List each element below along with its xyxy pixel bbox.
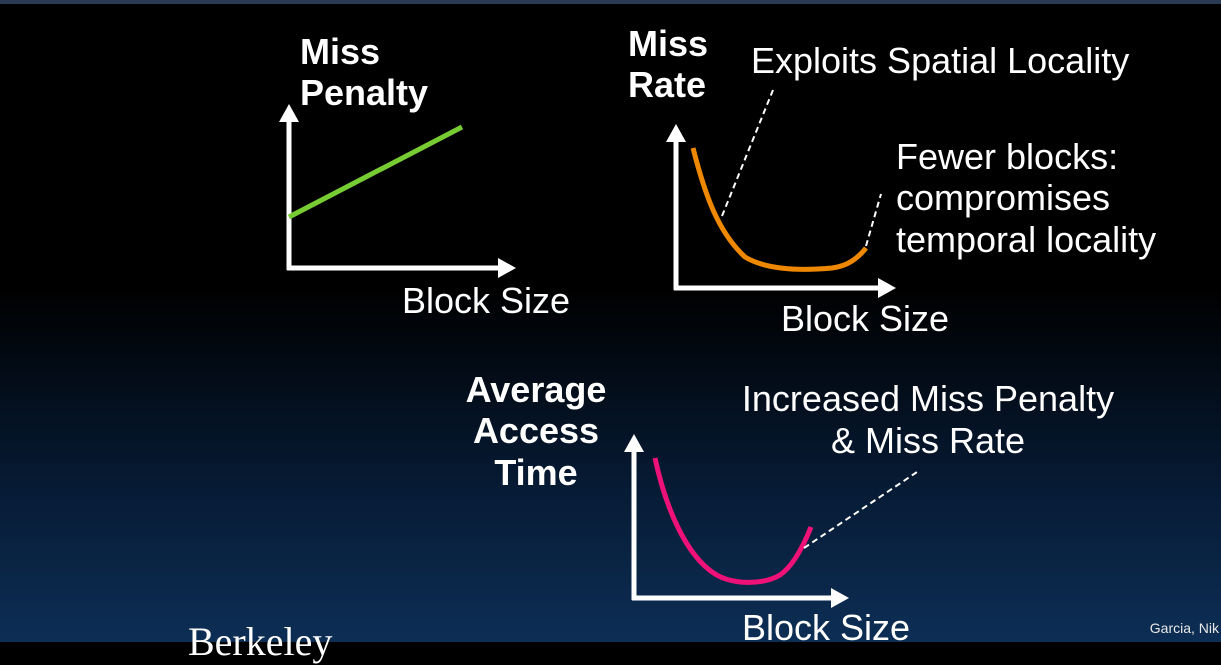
access-time-label-line1: Average	[465, 369, 607, 410]
access-time-x-label: Block Size	[742, 607, 911, 648]
miss-rate-y-arrowhead	[666, 124, 686, 142]
access-time-y-arrowhead	[624, 434, 644, 452]
diagram-canvas	[279, 89, 921, 608]
access-time-label-line3: Time	[494, 452, 578, 493]
miss-rate-x-arrowhead	[878, 278, 896, 298]
miss-penalty-plot	[279, 104, 516, 278]
access-time-label-line2: Access	[472, 410, 600, 451]
temporal-annotation-line2: compromises	[896, 177, 1111, 218]
miss-penalty-x-arrowhead	[498, 258, 516, 278]
access-time-plot	[624, 434, 921, 608]
miss-rate-x-label: Block Size	[781, 298, 950, 339]
temporal-annotation-line3: temporal locality	[896, 219, 1157, 260]
temporal-annotation-line1: Fewer blocks:	[896, 136, 1119, 177]
miss-penalty-label-line1: Miss	[300, 31, 381, 72]
top-border	[0, 0, 1221, 4]
miss-rate-plot	[666, 89, 896, 298]
spatial-locality-annotation: Exploits Spatial Locality	[751, 40, 1130, 81]
access-time-curve	[652, 457, 814, 585]
increased-penalty-annotation-line2: & Miss Rate	[830, 420, 1026, 461]
miss-penalty-y-arrowhead	[279, 104, 299, 122]
miss-rate-label-line1: Miss	[628, 23, 709, 64]
miss-penalty-x-label: Block Size	[402, 280, 571, 321]
increased-penalty-pointer	[803, 469, 921, 549]
temporal-locality-pointer	[865, 193, 882, 247]
miss-rate-label-line2: Rate	[628, 64, 707, 105]
miss-penalty-line	[287, 124, 464, 220]
increased-penalty-annotation-line1: Increased Miss Penalty	[741, 378, 1115, 419]
access-time-x-arrowhead	[831, 588, 849, 608]
miss-penalty-label-line2: Penalty	[300, 72, 429, 113]
miss-rate-curve	[690, 147, 868, 272]
spatial-locality-pointer	[721, 89, 774, 217]
footer-credit: Garcia, Nik	[1149, 620, 1219, 636]
